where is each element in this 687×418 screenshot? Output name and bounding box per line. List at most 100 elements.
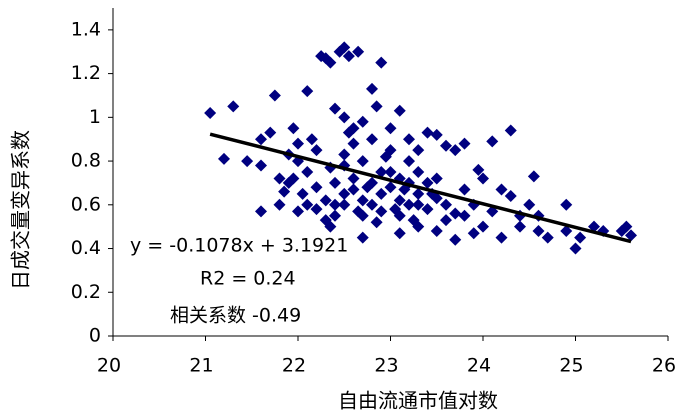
scatter-point [292,137,304,150]
scatter-point [379,150,392,163]
scatter-point [338,198,351,211]
scatter-point [218,152,230,165]
scatter-point [430,225,443,238]
scatter-point [342,126,355,139]
scatter-point [523,198,536,211]
x-tick-label: 21 [189,355,213,377]
scatter-point [412,198,425,211]
scatter-point [338,111,351,124]
scatter-point [356,231,369,244]
scatter-point [398,183,411,196]
scatter-point [458,183,471,196]
scatter-point [356,115,369,128]
scatter-point [412,187,425,200]
scatter-point [560,198,573,211]
scatter-point [278,185,291,198]
scatter-point [324,56,337,69]
x-tick-label: 22 [282,355,306,377]
scatter-point [412,166,425,178]
scatter-point [384,166,397,178]
scatter-point [486,135,499,148]
scatter-point [227,100,240,113]
scatter-point [347,183,360,196]
scatter-point [338,41,351,54]
scatter-point [440,214,452,227]
scatter-point [301,85,314,98]
scatter-point [477,220,489,233]
scatter-point [352,45,365,58]
y-tick-label: 0.8 [71,150,101,172]
y-tick-label: 0.2 [71,281,101,303]
scatter-point [255,205,267,218]
scatter-point [384,181,397,194]
scatter-point [389,203,402,216]
scatter-point [449,233,462,246]
scatter-point [527,170,540,183]
scatter-point [301,166,314,178]
x-tick-label: 25 [559,355,583,377]
scatter-point [458,137,471,150]
scatter-point [514,220,526,233]
scatter-point [370,216,383,229]
trendline [209,132,632,244]
scatter-point [273,198,286,211]
scatter-point [347,137,360,150]
y-tick-label: 0 [89,325,101,347]
scatter-point [338,187,351,200]
annotation: R2 = 0.24 [200,268,296,290]
scatter-point [458,209,471,222]
scatter-point [296,187,309,200]
scatter-point [287,172,300,185]
scatter-point [329,198,341,211]
scatter-point [287,122,300,135]
y-tick-label: 1 [89,106,101,128]
scatter-point [255,133,267,146]
x-tick-label: 20 [97,355,121,377]
scatter-point [268,89,281,102]
scatter-point [255,159,267,172]
scatter-point [384,122,397,135]
scatter-point [366,198,378,211]
scatter-point [421,176,434,189]
x-tick-label: 26 [652,355,676,377]
scatter-point [356,194,369,207]
scatter-point [403,133,415,146]
scatter-point [421,203,434,216]
scatter-point [310,203,323,216]
scatter-point [495,183,508,196]
scatter-point [319,194,332,207]
scatter-point [352,205,365,218]
scatter-point [347,172,360,185]
y-axis-label: 日成交量变异系数 [9,130,33,290]
y-tick-label: 0.4 [71,237,101,259]
scatter-point [370,100,383,113]
scatter-point [301,198,314,211]
scatter-point [541,231,554,244]
scatter-point [375,205,388,218]
scatter-point [421,126,434,139]
scatter-point [403,198,415,211]
scatter-point [412,144,425,157]
scatter-point [393,104,406,117]
scatter-point [472,163,485,176]
scatter-point [375,56,388,69]
scatter-point [324,220,337,233]
scatter-point [532,225,545,238]
x-axis-label: 自由流通市值对数 [338,389,498,413]
scatter-point [569,242,582,255]
scatter-point [375,187,388,200]
scatter-point [366,133,378,146]
scatter-point [264,126,277,139]
scatter-point [361,181,374,194]
y-tick-label: 1.4 [71,18,101,40]
scatter-point [329,209,341,222]
scatter-point [310,144,323,157]
scatter-point [430,128,443,141]
y-tick-label: 0.6 [71,193,101,215]
scatter-point [338,148,351,161]
scatter-point [440,139,452,152]
scatter-point [477,172,489,185]
scatter-point [342,50,355,63]
scatter-point [292,205,304,218]
scatter-point [449,207,462,220]
